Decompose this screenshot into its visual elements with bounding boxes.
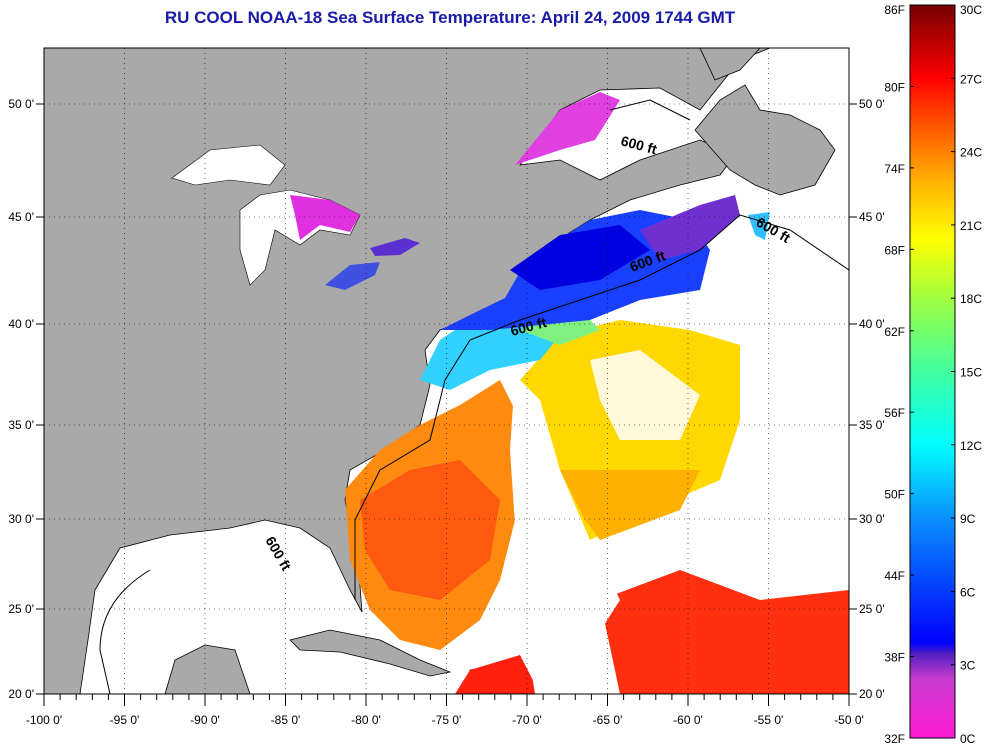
colorbar-f-label: 86F	[884, 3, 905, 17]
colorbar-c-label: 24C	[960, 146, 982, 160]
colorbar-f-label: 68F	[884, 243, 905, 257]
sst-patch	[510, 225, 650, 290]
lat-tick-label-right: 45 0'	[859, 210, 885, 224]
colorbar-c-label: 30C	[960, 3, 982, 17]
lon-tick-label: -60 0'	[673, 713, 703, 727]
lat-tick-label-right: 30 0'	[859, 512, 885, 526]
colorbar-f-label: 32F	[884, 732, 905, 746]
colorbar-f-label: 74F	[884, 162, 905, 176]
colorbar-f-label: 80F	[884, 80, 905, 94]
lon-tick-label: -90 0'	[190, 713, 220, 727]
sst-patch	[600, 570, 849, 694]
cloud-mask	[590, 350, 700, 440]
lake-superior	[171, 144, 286, 186]
colorbar-f-label: 50F	[884, 488, 905, 502]
longitude-axis: -100 0' -95 0' -90 0' -85 0' -80 0' -75 0' -70…	[26, 694, 864, 727]
lon-tick-label: -70 0'	[512, 713, 542, 727]
sst-patch	[370, 238, 420, 256]
colorbar-c-label: 27C	[960, 72, 982, 86]
colorbar-f-label: 56F	[884, 406, 905, 420]
lon-tick-label: -100 0'	[26, 713, 62, 727]
lat-tick-label: 45 0'	[8, 210, 34, 224]
lon-tick-label: -80 0'	[351, 713, 381, 727]
colorbar-f-label: 62F	[884, 325, 905, 339]
lat-tick-label-right: 20 0'	[859, 687, 885, 701]
map-title: RU COOL NOAA-18 Sea Surface Temperature:…	[164, 8, 736, 27]
colorbar-c-label: 18C	[960, 292, 982, 306]
sst-patch	[515, 92, 620, 165]
colorbar-celsius-labels: 30C 27C 24C 21C 18C 15C 12C 9C 6C 3C 0C	[951, 3, 982, 746]
sst-patch	[360, 460, 500, 600]
lat-tick-label-right: 50 0'	[859, 97, 885, 111]
colorbar-c-label: 12C	[960, 439, 982, 453]
lon-tick-label: -65 0'	[593, 713, 623, 727]
lat-tick-label: 20 0'	[8, 687, 34, 701]
lat-tick-label-right: 40 0'	[859, 317, 885, 331]
colorbar	[909, 4, 956, 739]
lat-tick-label: 50 0'	[8, 97, 34, 111]
colorbar-fahrenheit-labels: 86F 80F 74F 68F 62F 56F 50F 44F 38F 32F	[884, 3, 914, 746]
colorbar-c-label: 15C	[960, 366, 982, 380]
lon-tick-label: -95 0'	[110, 713, 140, 727]
sst-patch	[560, 470, 700, 540]
lat-tick-label: 35 0'	[8, 418, 34, 432]
colorbar-c-label: 6C	[960, 585, 976, 599]
lat-tick-label: 40 0'	[8, 317, 34, 331]
colorbar-c-label: 3C	[960, 659, 976, 673]
colorbar-f-label: 44F	[884, 569, 905, 583]
lon-tick-label: -75 0'	[432, 713, 462, 727]
lon-tick-label: -85 0'	[271, 713, 301, 727]
latitude-axis: 20 0' 20 0' 25 0' 25 0' 30 0' 30 0' 35 0' 35 0'…	[8, 97, 884, 701]
lat-tick-label-right: 35 0'	[859, 418, 885, 432]
colorbar-c-label: 21C	[960, 219, 982, 233]
sst-patch	[420, 320, 560, 390]
labrador	[699, 48, 761, 81]
sst-patch	[640, 195, 740, 260]
colorbar-c-label: 9C	[960, 512, 976, 526]
lon-tick-label: -55 0'	[754, 713, 784, 727]
graticule	[44, 48, 849, 694]
lat-tick-label: 25 0'	[8, 602, 34, 616]
colorbar-c-label: 0C	[960, 732, 976, 746]
newfoundland	[694, 84, 836, 196]
cuba	[289, 629, 452, 677]
lat-tick-label-right: 25 0'	[859, 602, 885, 616]
yucatan	[164, 644, 251, 694]
colorbar-f-label: 38F	[884, 651, 905, 665]
cloud-mask	[510, 375, 620, 694]
600ft-contour	[99, 99, 849, 694]
lat-tick-label: 30 0'	[8, 512, 34, 526]
sst-patch	[290, 195, 360, 240]
sst-patch	[455, 655, 540, 694]
lon-tick-label: -50 0'	[834, 713, 864, 727]
